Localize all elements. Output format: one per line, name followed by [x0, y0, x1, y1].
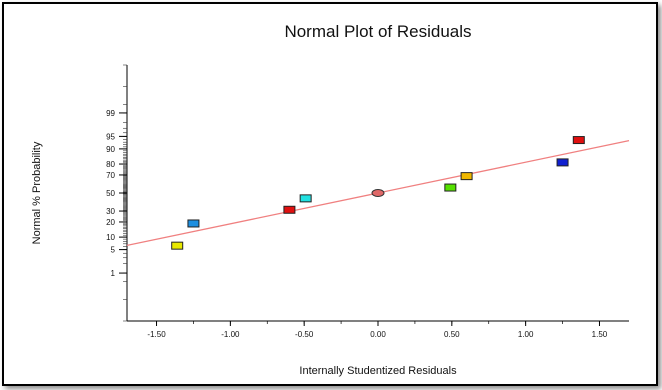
y-tick-label: 30 — [106, 207, 115, 216]
data-point — [299, 194, 312, 203]
y-tick-label: 10 — [106, 233, 115, 242]
x-tick-label: -1.00 — [221, 330, 240, 339]
x-tick-label: -0.50 — [295, 330, 314, 339]
y-tick-label: 1 — [111, 269, 116, 278]
y-tick-label: 99 — [106, 109, 115, 118]
x-axis-label: Internally Studentized Residuals — [299, 365, 457, 377]
plot-area: 1 5 10 20 30 50 70 80 90 95 99 -1.50 -1.00 -0.50 0.00 0… — [106, 64, 630, 339]
y-tick-label: 70 — [106, 171, 115, 180]
chart-frame — [2, 2, 658, 386]
data-point — [283, 205, 296, 214]
y-tick-label: 80 — [106, 160, 115, 169]
chart-title: Normal Plot of Residuals — [284, 22, 471, 41]
x-tick-label: 1.50 — [592, 330, 608, 339]
y-axis-label: Normal % Probability — [31, 141, 43, 244]
x-tick-label: 1.00 — [518, 330, 534, 339]
y-tick-label: 5 — [111, 246, 116, 255]
x-tick-label: -1.50 — [147, 330, 166, 339]
data-point — [444, 183, 457, 192]
data-point — [371, 189, 385, 197]
data-point — [556, 158, 569, 167]
x-tick-label: 0.00 — [370, 330, 386, 339]
y-tick-label: 50 — [106, 189, 115, 198]
data-point — [572, 136, 585, 145]
x-tick-label: 0.50 — [444, 330, 460, 339]
data-point — [187, 219, 200, 228]
y-tick-label: 90 — [106, 145, 115, 154]
y-tick-label: 95 — [106, 132, 115, 141]
data-point — [460, 172, 473, 181]
data-point — [171, 241, 184, 250]
y-tick-label: 20 — [106, 218, 115, 227]
